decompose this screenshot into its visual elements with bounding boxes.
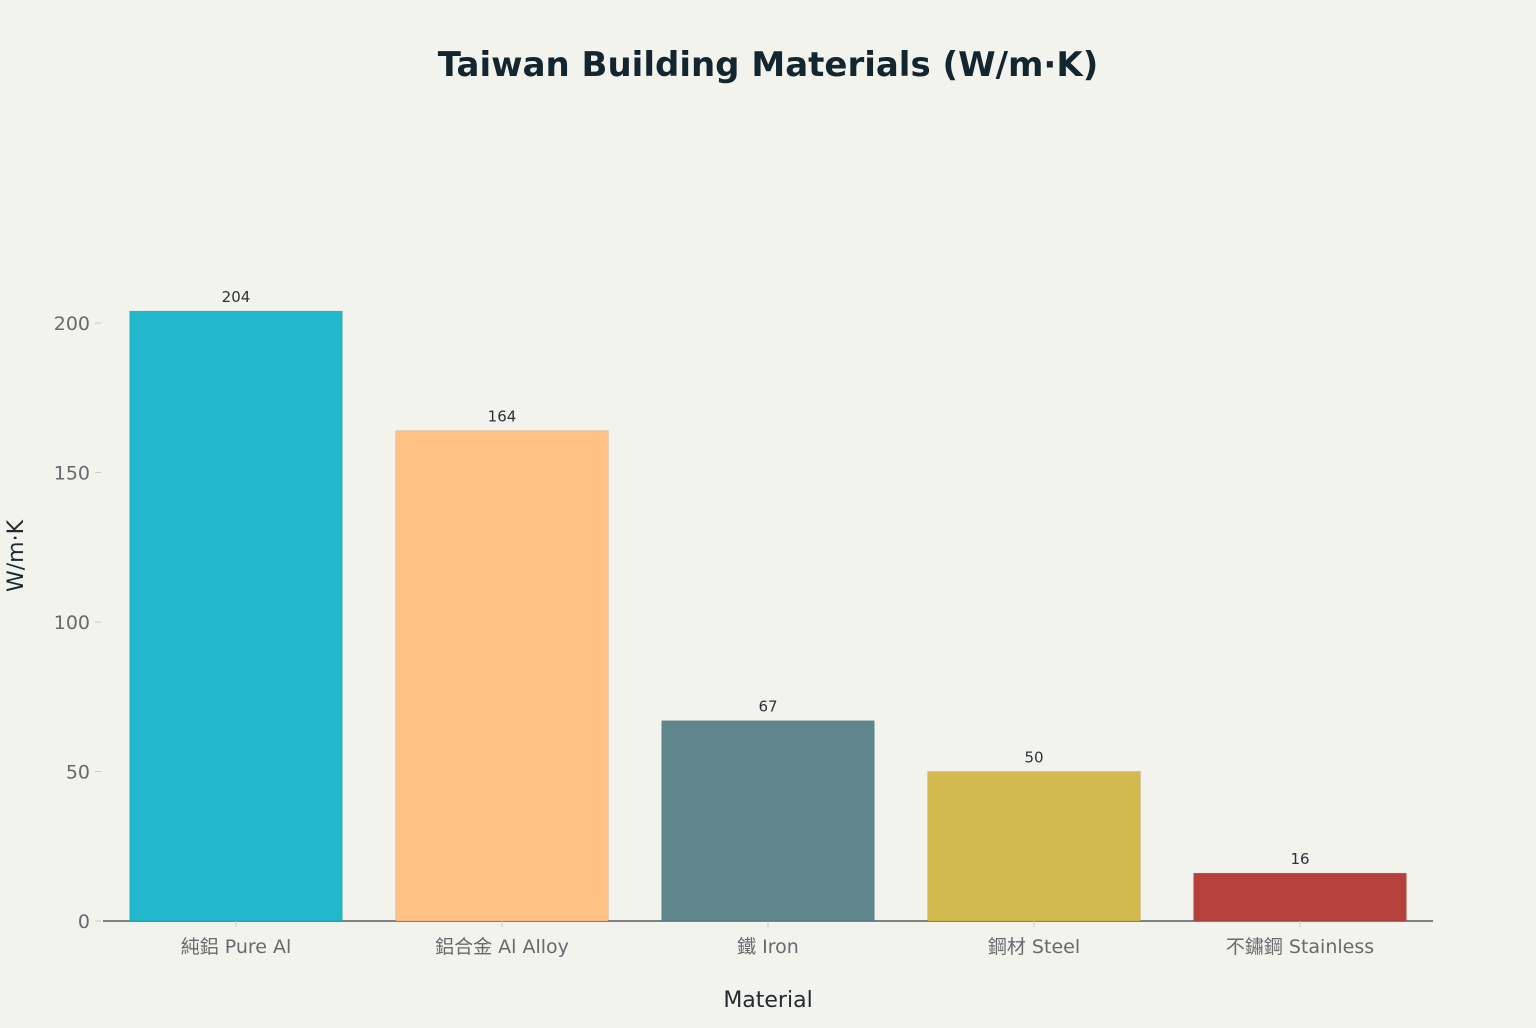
- y-tick-label: 0: [78, 911, 90, 933]
- bar-value-label: 204: [222, 288, 251, 306]
- x-axis-title: Material: [723, 988, 812, 1013]
- bar: [395, 430, 609, 922]
- y-tick-label: 150: [54, 463, 90, 485]
- x-tick-label: 鐵 Iron: [737, 936, 799, 958]
- bar-series: [129, 310, 1407, 922]
- y-tick-label: 50: [66, 762, 90, 784]
- bar-value-label: 16: [1290, 850, 1309, 868]
- x-tick-label: 鋼材 Steel: [988, 936, 1080, 958]
- data-labels: 204 164 67 50 16: [222, 288, 1310, 868]
- x-tick-label: 純鋁 Pure Al: [181, 936, 292, 958]
- x-tick-label: 鋁合金 Al Alloy: [435, 936, 569, 958]
- y-tick-label: 100: [54, 612, 90, 634]
- x-axis: 純鋁 Pure Al 鋁合金 Al Alloy 鐵 Iron 鋼材 Steel 不鏽鋼 …: [103, 920, 1433, 958]
- bar: [927, 771, 1141, 922]
- y-tick-label: 200: [54, 313, 90, 335]
- bar-value-label: 67: [758, 698, 777, 716]
- bar: [1193, 872, 1407, 922]
- x-tick-label: 不鏽鋼 Stainless: [1226, 936, 1374, 958]
- bar: [661, 720, 875, 922]
- bar: [129, 310, 343, 922]
- bar-value-label: 164: [488, 408, 517, 426]
- y-axis: 0 50 100 150 200: [54, 313, 101, 933]
- y-axis-title: W/m·K: [4, 519, 29, 592]
- bar-value-label: 50: [1024, 749, 1043, 767]
- chart-title: Taiwan Building Materials (W/m·K): [438, 45, 1098, 85]
